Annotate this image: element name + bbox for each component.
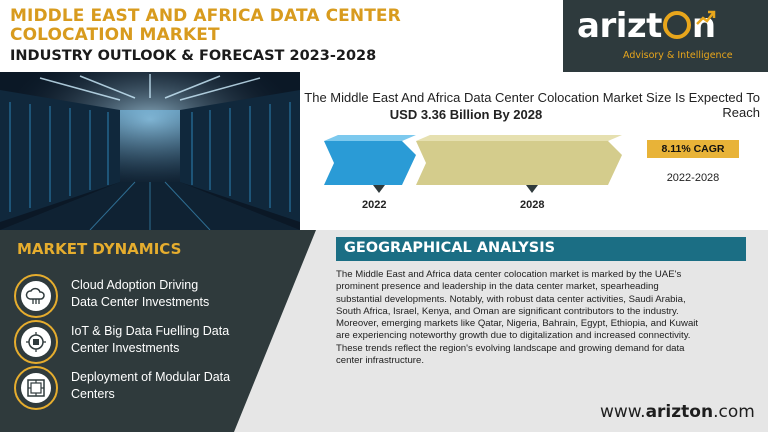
cagr-badge: 8.11% CAGR [647, 140, 739, 158]
modular-icon [27, 379, 45, 397]
year-2022-label: 2022 [362, 199, 387, 211]
report-subtitle: INDUSTRY OUTLOOK & FORECAST 2023-2028 [10, 48, 377, 64]
dynamics-item: IoT & Big Data Fuelling Data Center Inve… [14, 320, 314, 364]
dynamics-item-text: Deployment of Modular Data Centers [71, 370, 231, 401]
bar-2022 [324, 141, 416, 185]
growth-bars [324, 135, 622, 193]
dynamics-item-text: IoT & Big Data Fuelling Data Center Inve… [71, 324, 230, 355]
website-link[interactable]: www.arizton.com [600, 402, 755, 422]
bar-2028-top [416, 135, 622, 141]
dynamics-item-text: Cloud Adoption Driving Data Center Inves… [71, 278, 210, 309]
dynamics-icon-ring [14, 274, 58, 318]
year-2028-label: 2028 [520, 199, 545, 211]
arizton-logo: arizt n Advisory & Intelligence [563, 0, 768, 72]
dynamics-item: Cloud Adoption Driving Data Center Inves… [14, 274, 314, 318]
logo-o-circle [662, 11, 691, 39]
cloud-icon [25, 287, 45, 304]
iot-icon [26, 332, 46, 352]
data-center-photo [0, 72, 300, 230]
bar-2022-top [324, 135, 416, 141]
dynamics-icon-ring [14, 366, 58, 410]
geo-body: The Middle East and Africa data center c… [336, 269, 699, 367]
growth-arrow-icon [696, 10, 716, 25]
pointer-2028 [526, 185, 538, 193]
forecast-headline: The Middle East And Africa Data Center C… [304, 90, 760, 120]
bar-2028 [416, 141, 622, 185]
report-title-line2: COLOCATION MARKET [10, 25, 220, 45]
market-dynamics-title: MARKET DYNAMICS [17, 240, 182, 258]
dynamics-item: Deployment of Modular Data Centers [14, 366, 314, 410]
forecast-period: 2022-2028 [666, 172, 720, 184]
geo-title-bar [336, 237, 746, 261]
forecast-value: USD 3.36 Billion By 2028 [389, 107, 543, 122]
logo-wordmark: arizt n [577, 6, 716, 46]
pointer-2022 [373, 185, 385, 193]
header: MIDDLE EAST AND AFRICA DATA CENTER COLOC… [0, 0, 768, 72]
logo-tagline: Advisory & Intelligence [623, 50, 733, 61]
report-title-line1: MIDDLE EAST AND AFRICA DATA CENTER [10, 6, 401, 26]
dynamics-icon-ring [14, 320, 58, 364]
geo-title: GEOGRAPHICAL ANALYSIS [344, 240, 556, 256]
